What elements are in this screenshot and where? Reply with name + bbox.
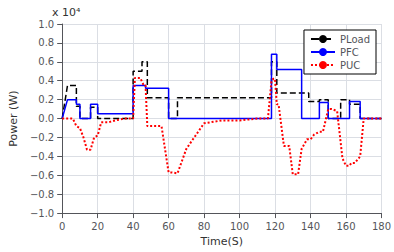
svg-text:20: 20	[91, 221, 104, 232]
svg-text:−0.8: −0.8	[30, 189, 54, 200]
svg-text:0.2: 0.2	[38, 94, 54, 105]
svg-text:−0.4: −0.4	[30, 151, 54, 162]
svg-text:Power (W): Power (W)	[7, 90, 20, 146]
svg-text:120: 120	[265, 221, 284, 232]
svg-text:PFC: PFC	[340, 47, 359, 58]
svg-text:180: 180	[372, 221, 391, 232]
svg-text:−0.2: −0.2	[30, 132, 54, 143]
svg-text:40: 40	[127, 221, 140, 232]
svg-text:0.4: 0.4	[38, 75, 54, 86]
svg-text:140: 140	[301, 221, 320, 232]
svg-text:PLoad: PLoad	[340, 34, 370, 45]
svg-text:80: 80	[198, 221, 211, 232]
svg-text:0.0: 0.0	[38, 113, 54, 124]
svg-text:−0.6: −0.6	[30, 170, 54, 181]
svg-text:0.6: 0.6	[38, 56, 54, 67]
svg-text:160: 160	[336, 221, 355, 232]
svg-text:0.8: 0.8	[38, 37, 54, 48]
svg-text:60: 60	[162, 221, 175, 232]
svg-text:−1.0: −1.0	[30, 208, 54, 219]
svg-text:1.0: 1.0	[38, 19, 54, 30]
svg-text:Time(S): Time(S)	[200, 235, 244, 248]
svg-text:x 10⁴: x 10⁴	[52, 6, 81, 19]
svg-text:0: 0	[59, 221, 65, 232]
svg-text:100: 100	[230, 221, 249, 232]
svg-text:PUC: PUC	[340, 60, 360, 71]
